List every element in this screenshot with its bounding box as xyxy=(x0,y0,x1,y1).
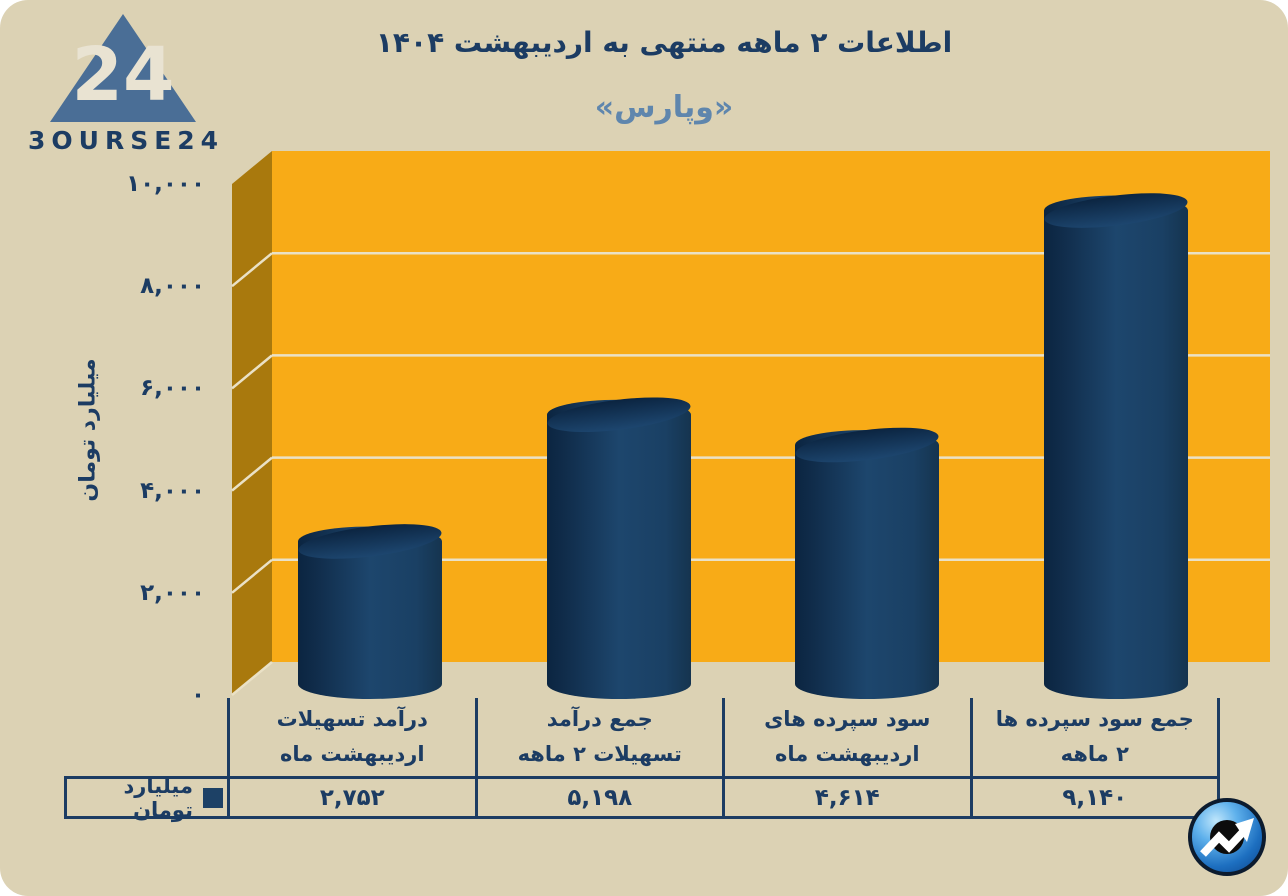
bar-cylinder-body xyxy=(547,399,691,699)
logo-number: 24 xyxy=(72,32,175,118)
gridline-wall xyxy=(231,252,273,288)
value-cell: ۲,۷۵۲ xyxy=(227,779,475,816)
y-axis-tick-label: ۰ xyxy=(190,682,205,708)
category-cell: سود سپرده های اردیبهشت ماه xyxy=(725,698,973,776)
value-cell: ۵,۱۹۸ xyxy=(474,779,723,816)
bar-cylinder-top xyxy=(298,524,442,559)
legend-cell: میلیارد تومان xyxy=(67,774,227,822)
bar-cylinder-top xyxy=(547,397,691,433)
value-row: میلیارد تومان ۲,۷۵۲ ۵,۱۹۸ ۴,۶۱۴ ۹,۱۴۰ xyxy=(64,774,1220,822)
category-label-line: تسهیلات ۲ ماهه xyxy=(517,742,682,766)
y-axis-tick-label: ۸,۰۰۰ xyxy=(140,273,205,300)
bar-cylinder-top xyxy=(1044,193,1188,228)
bars xyxy=(298,193,1188,699)
gridline-wall xyxy=(231,456,273,492)
category-cell: جمع سود سپرده ها ۲ ماهه xyxy=(973,698,1218,776)
value-cell: ۴,۶۱۴ xyxy=(722,779,970,816)
bar-cylinder-body xyxy=(795,429,939,699)
floor-edge xyxy=(231,661,273,696)
category-cell: جمع درآمد تسهیلات ۲ ماهه xyxy=(478,698,725,776)
y-axis-title: میلیارد تومان xyxy=(75,358,101,502)
gridline-wall xyxy=(231,558,273,594)
gridline-wall xyxy=(231,354,273,390)
bourse24-logo: 24 3OURSE24 xyxy=(28,12,218,155)
category-cell: درآمد تسهیلات اردیبهشت ماه xyxy=(230,698,478,776)
y-axis-tick-label: ۱۰,۰۰۰ xyxy=(126,171,205,197)
bar-cylinder-body xyxy=(1044,195,1188,699)
bar-cylinder-body xyxy=(298,526,442,699)
legend-label: میلیارد تومان xyxy=(123,773,193,822)
y-axis-tick-label: ۲,۰۰۰ xyxy=(140,579,205,606)
value-cell: ۹,۱۴۰ xyxy=(969,779,1218,816)
legend-marker-icon xyxy=(203,787,223,808)
category-label-line: درآمد تسهیلات xyxy=(276,707,428,731)
category-label-line: جمع سود سپرده ها xyxy=(995,707,1194,731)
category-label-line: اردیبهشت ماه xyxy=(279,742,425,766)
page-subtitle: «وپارس» xyxy=(594,90,734,125)
bourse24-trend-arrow-icon xyxy=(1188,798,1266,876)
category-row: درآمد تسهیلات اردیبهشت ماه جمع درآمد تسهیلا… xyxy=(227,698,1220,776)
category-label-line: سود سپرده های xyxy=(764,707,931,731)
y-axis-tick-label: ۶,۰۰۰ xyxy=(140,375,205,402)
bar-cylinder-top xyxy=(795,427,939,463)
y-axis-tick-label: ۴,۰۰۰ xyxy=(140,477,205,504)
category-label-line: جمع درآمد xyxy=(546,707,653,731)
plot-wall xyxy=(232,151,272,695)
brand-text: 3OURSE24 xyxy=(28,126,225,155)
category-label-line: اردیبهشت ماه xyxy=(774,742,920,766)
category-label-line: ۲ ماهه xyxy=(1060,742,1129,766)
bourse24-triangle-icon: 24 xyxy=(50,14,196,122)
page-title: اطلاعات ۲ ماهه منتهی به اردیبهشت ۱۴۰۴ xyxy=(375,26,953,59)
